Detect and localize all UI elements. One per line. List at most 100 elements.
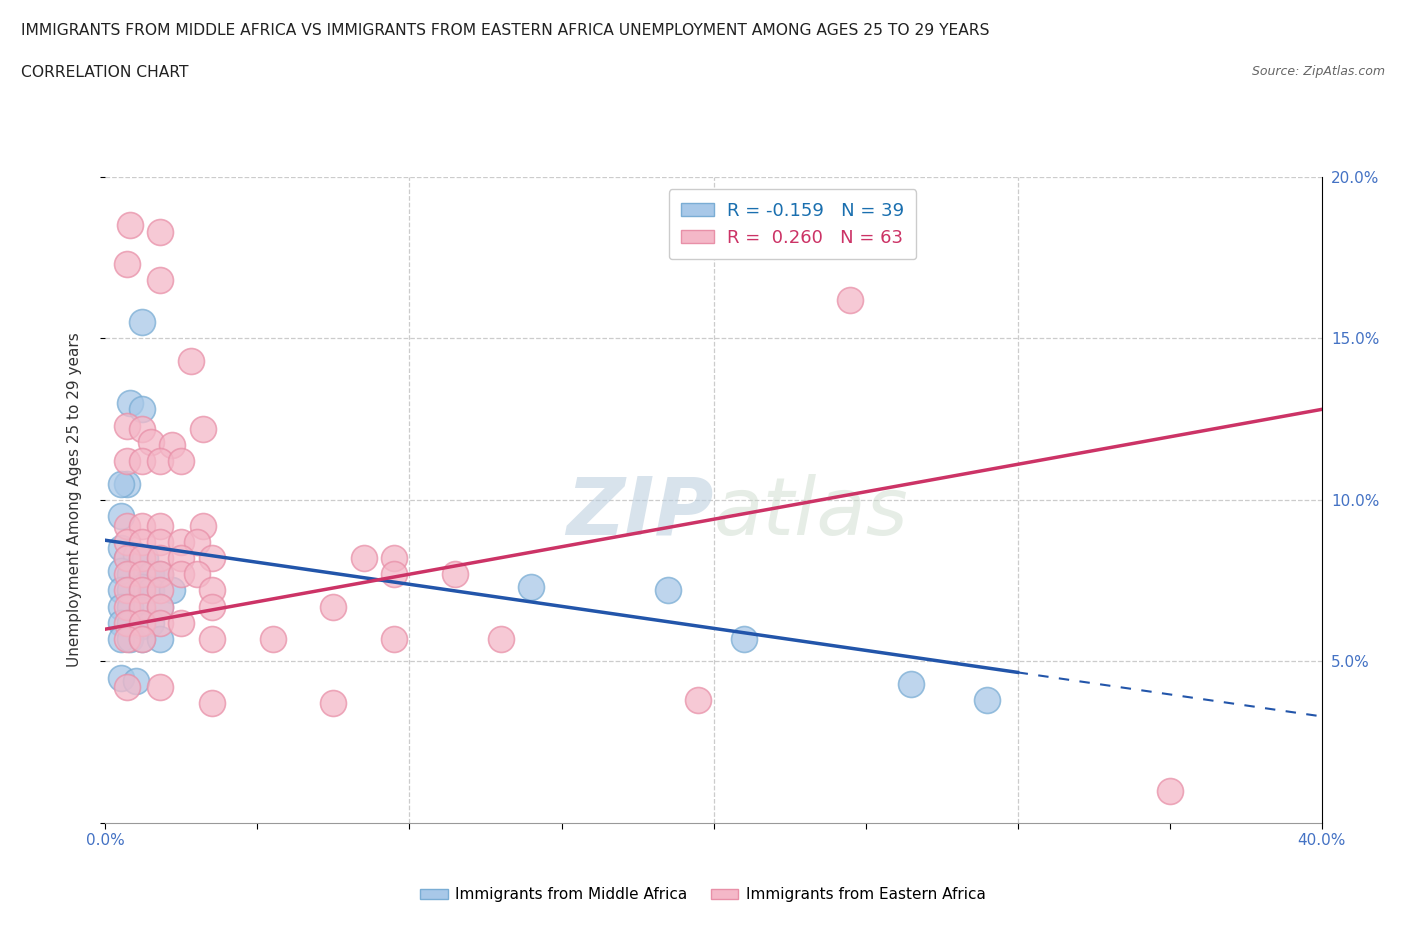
- Point: [900, 677, 922, 692]
- Point: [170, 454, 193, 469]
- Point: [1159, 783, 1181, 798]
- Point: [149, 272, 172, 287]
- Point: [162, 583, 184, 598]
- Point: [191, 518, 214, 533]
- Point: [131, 616, 153, 631]
- Point: [118, 583, 141, 598]
- Legend: R = -0.159   N = 39, R =  0.260   N = 63: R = -0.159 N = 39, R = 0.260 N = 63: [669, 189, 917, 259]
- Point: [149, 551, 172, 565]
- Point: [139, 434, 162, 449]
- Point: [110, 599, 132, 614]
- Point: [115, 418, 138, 433]
- Point: [131, 631, 153, 646]
- Point: [839, 292, 862, 307]
- Point: [353, 551, 375, 565]
- Point: [139, 566, 162, 581]
- Point: [162, 437, 184, 452]
- Text: atlas: atlas: [713, 473, 908, 551]
- Point: [115, 551, 138, 565]
- Point: [201, 631, 224, 646]
- Point: [149, 616, 172, 631]
- Point: [180, 353, 202, 368]
- Point: [115, 680, 138, 695]
- Point: [118, 599, 141, 614]
- Point: [688, 693, 710, 708]
- Point: [444, 566, 467, 581]
- Point: [520, 579, 543, 594]
- Point: [131, 421, 153, 436]
- Point: [170, 535, 193, 550]
- Point: [149, 518, 172, 533]
- Text: Source: ZipAtlas.com: Source: ZipAtlas.com: [1251, 65, 1385, 78]
- Text: ZIP: ZIP: [567, 473, 713, 551]
- Point: [489, 631, 512, 646]
- Y-axis label: Unemployment Among Ages 25 to 29 years: Unemployment Among Ages 25 to 29 years: [67, 333, 82, 667]
- Point: [131, 518, 153, 533]
- Point: [115, 599, 138, 614]
- Point: [382, 566, 405, 581]
- Point: [115, 566, 138, 581]
- Point: [201, 599, 224, 614]
- Point: [149, 680, 172, 695]
- Point: [115, 257, 138, 272]
- Point: [131, 314, 153, 329]
- Point: [118, 616, 141, 631]
- Point: [201, 583, 224, 598]
- Point: [115, 518, 138, 533]
- Point: [131, 583, 153, 598]
- Point: [131, 535, 153, 550]
- Point: [125, 673, 148, 688]
- Text: IMMIGRANTS FROM MIDDLE AFRICA VS IMMIGRANTS FROM EASTERN AFRICA UNEMPLOYMENT AMO: IMMIGRANTS FROM MIDDLE AFRICA VS IMMIGRA…: [21, 23, 990, 38]
- Point: [134, 551, 156, 565]
- Point: [125, 548, 148, 563]
- Point: [118, 631, 141, 646]
- Point: [131, 402, 153, 417]
- Point: [262, 631, 284, 646]
- Point: [186, 535, 208, 550]
- Point: [115, 631, 138, 646]
- Text: CORRELATION CHART: CORRELATION CHART: [21, 65, 188, 80]
- Point: [131, 599, 153, 614]
- Point: [110, 564, 132, 578]
- Point: [976, 693, 998, 708]
- Point: [149, 224, 172, 239]
- Point: [115, 454, 138, 469]
- Point: [322, 696, 344, 711]
- Point: [131, 618, 153, 633]
- Point: [115, 583, 138, 598]
- Point: [139, 583, 162, 598]
- Point: [131, 551, 153, 565]
- Point: [118, 566, 141, 581]
- Point: [170, 566, 193, 581]
- Point: [149, 599, 172, 614]
- Point: [657, 583, 679, 598]
- Point: [131, 631, 153, 646]
- Point: [110, 476, 132, 491]
- Point: [131, 566, 153, 581]
- Point: [382, 551, 405, 565]
- Point: [131, 579, 153, 594]
- Point: [149, 583, 172, 598]
- Point: [382, 631, 405, 646]
- Point: [131, 566, 153, 581]
- Point: [149, 599, 172, 614]
- Point: [191, 421, 214, 436]
- Legend: Immigrants from Middle Africa, Immigrants from Eastern Africa: Immigrants from Middle Africa, Immigrant…: [415, 882, 991, 909]
- Point: [110, 509, 132, 524]
- Point: [149, 631, 172, 646]
- Point: [322, 599, 344, 614]
- Point: [170, 551, 193, 565]
- Point: [149, 566, 172, 581]
- Point: [186, 566, 208, 581]
- Point: [139, 616, 162, 631]
- Point: [118, 395, 141, 410]
- Point: [170, 616, 193, 631]
- Point: [115, 616, 138, 631]
- Point: [115, 535, 138, 550]
- Point: [110, 671, 132, 685]
- Point: [131, 454, 153, 469]
- Point: [118, 218, 141, 232]
- Point: [149, 535, 172, 550]
- Point: [110, 583, 132, 598]
- Point: [149, 566, 172, 581]
